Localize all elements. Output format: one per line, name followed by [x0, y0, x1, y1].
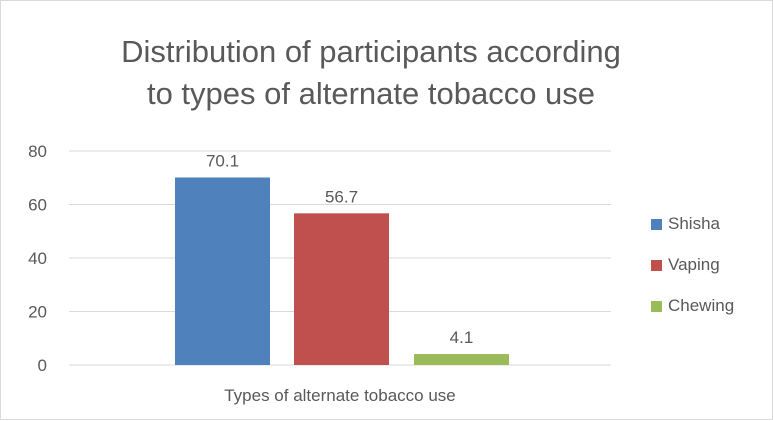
legend-swatch-chewing — [651, 300, 662, 312]
chart-title: Distribution of participants according t… — [41, 31, 701, 115]
legend-swatch-vaping — [651, 259, 662, 271]
bar-vaping — [294, 213, 389, 365]
chart-title-line-1: Distribution of participants according — [121, 34, 621, 69]
y-tick-label-40: 40 — [28, 249, 47, 268]
legend-item-chewing: Chewing — [651, 296, 735, 315]
y-tick-label-0: 0 — [38, 356, 47, 375]
legend-label-chewing: Chewing — [668, 296, 735, 315]
legend-label-shisha: Shisha — [668, 214, 720, 233]
legend-label-vaping: Vaping — [668, 255, 720, 274]
y-tick-label-60: 60 — [28, 196, 47, 215]
chart-legend: Shisha Vaping Chewing — [651, 214, 735, 338]
data-label-chewing: 4.1 — [450, 328, 474, 347]
bar-chewing — [414, 354, 509, 365]
bar-shisha — [175, 177, 270, 365]
data-label-vaping: 56.7 — [325, 187, 358, 206]
data-label-shisha: 70.1 — [206, 151, 239, 170]
y-tick-label-80: 80 — [28, 142, 47, 161]
legend-item-vaping: Vaping — [651, 255, 734, 274]
y-tick-label-20: 20 — [28, 303, 47, 322]
legend-item-shisha: Shisha — [651, 214, 734, 233]
chart-title-line-2: to types of alternate tobacco use — [146, 76, 596, 111]
legend-swatch-shisha — [651, 218, 662, 230]
x-category-label: Types of alternate tobacco use — [224, 386, 456, 405]
